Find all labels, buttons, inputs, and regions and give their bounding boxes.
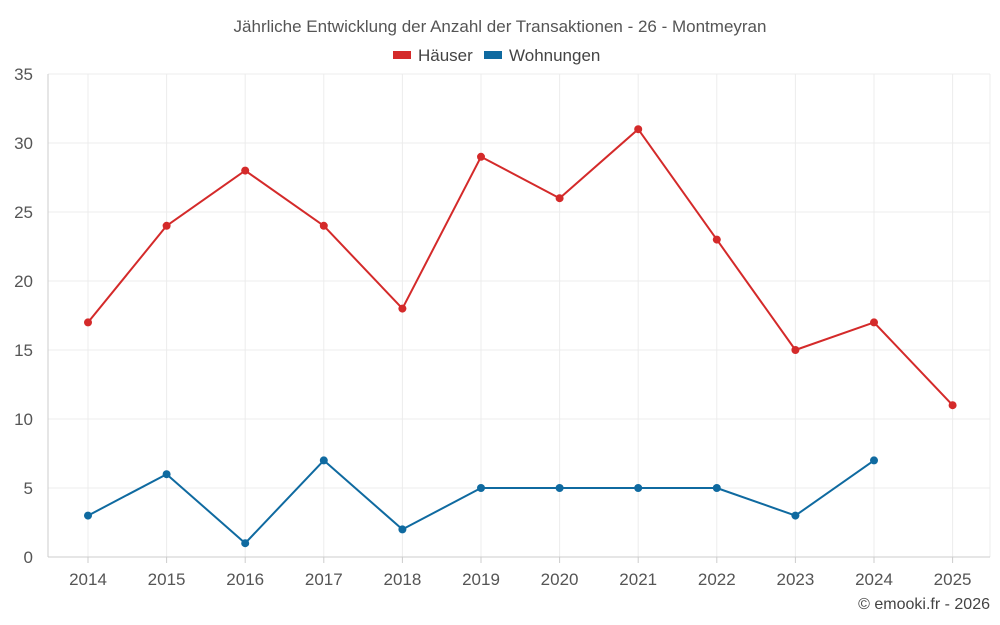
legend: Häuser Wohnungen xyxy=(393,46,600,65)
series-1-point-2022[interactable] xyxy=(712,484,721,492)
x-tick-label-2020: 2020 xyxy=(541,570,579,589)
series-0-point-2016[interactable] xyxy=(241,166,250,175)
series-0-point-2018[interactable] xyxy=(398,304,407,313)
x-tick-label-2023: 2023 xyxy=(776,570,814,589)
x-tick-label-2017: 2017 xyxy=(305,570,343,589)
legend-item-wohnungen[interactable]: Wohnungen xyxy=(484,46,600,65)
series-1-point-2024[interactable] xyxy=(870,456,878,465)
series-0-point-2014[interactable] xyxy=(84,318,92,327)
series-1-point-2015[interactable] xyxy=(162,470,171,479)
y-tick-label-5: 5 xyxy=(24,479,33,498)
x-axis: 2014 2015 2016 2017 2018 2019 2020 2021 2022 2023… xyxy=(69,557,972,589)
chart-title: Jährliche Entwicklung der Anzahl der Tra… xyxy=(234,17,767,36)
legend-item-haeuser[interactable]: Häuser xyxy=(393,46,473,65)
series-0-point-2024[interactable] xyxy=(870,318,878,327)
series-1-point-2014[interactable] xyxy=(84,511,92,520)
legend-label-wohnungen: Wohnungen xyxy=(509,46,600,65)
series-0-point-2017[interactable] xyxy=(319,221,328,230)
series-0-point-2015[interactable] xyxy=(162,221,171,230)
series-0-point-2020[interactable] xyxy=(555,194,564,203)
x-tick-label-2014: 2014 xyxy=(69,570,107,589)
series-1-point-2020[interactable] xyxy=(555,484,564,492)
x-tick-label-2024: 2024 xyxy=(855,570,893,589)
y-tick-label-20: 20 xyxy=(14,272,33,291)
series-0-point-2021[interactable] xyxy=(634,125,643,134)
y-tick-label-0: 0 xyxy=(24,548,33,567)
grid xyxy=(48,73,991,558)
series-layer xyxy=(84,125,957,548)
y-axis: 0 5 10 15 20 25 30 35 xyxy=(14,65,49,567)
y-tick-label-30: 30 xyxy=(14,134,33,153)
x-tick-label-2019: 2019 xyxy=(462,570,500,589)
legend-swatch-haeuser xyxy=(393,51,411,59)
series-1-point-2016[interactable] xyxy=(241,539,250,548)
x-tick-label-2025: 2025 xyxy=(934,570,972,589)
series-1-point-2023[interactable] xyxy=(791,511,800,520)
series-huser xyxy=(84,125,957,410)
x-tick-label-2015: 2015 xyxy=(148,570,186,589)
x-tick-label-2018: 2018 xyxy=(383,570,421,589)
x-tick-label-2016: 2016 xyxy=(226,570,264,589)
series-1-point-2019[interactable] xyxy=(477,484,485,492)
copyright-footer: © emooki.fr - 2026 xyxy=(858,596,990,613)
x-tick-label-2021: 2021 xyxy=(619,570,657,589)
y-tick-label-35: 35 xyxy=(14,65,33,84)
series-1-point-2017[interactable] xyxy=(319,456,328,465)
series-0-point-2023[interactable] xyxy=(791,346,800,354)
series-0-point-2025[interactable] xyxy=(948,401,957,410)
y-tick-label-15: 15 xyxy=(14,341,33,360)
y-tick-label-25: 25 xyxy=(14,203,33,222)
series-1-point-2021[interactable] xyxy=(634,484,643,492)
series-wohnungen xyxy=(84,456,878,548)
legend-swatch-wohnungen xyxy=(484,51,502,59)
x-tick-label-2022: 2022 xyxy=(698,570,736,589)
series-1-point-2018[interactable] xyxy=(398,525,407,534)
legend-label-haeuser: Häuser xyxy=(418,46,473,65)
series-0-point-2019[interactable] xyxy=(477,152,485,161)
series-0-point-2022[interactable] xyxy=(712,235,721,244)
series-0-line xyxy=(87,128,954,406)
y-tick-label-10: 10 xyxy=(14,410,33,429)
